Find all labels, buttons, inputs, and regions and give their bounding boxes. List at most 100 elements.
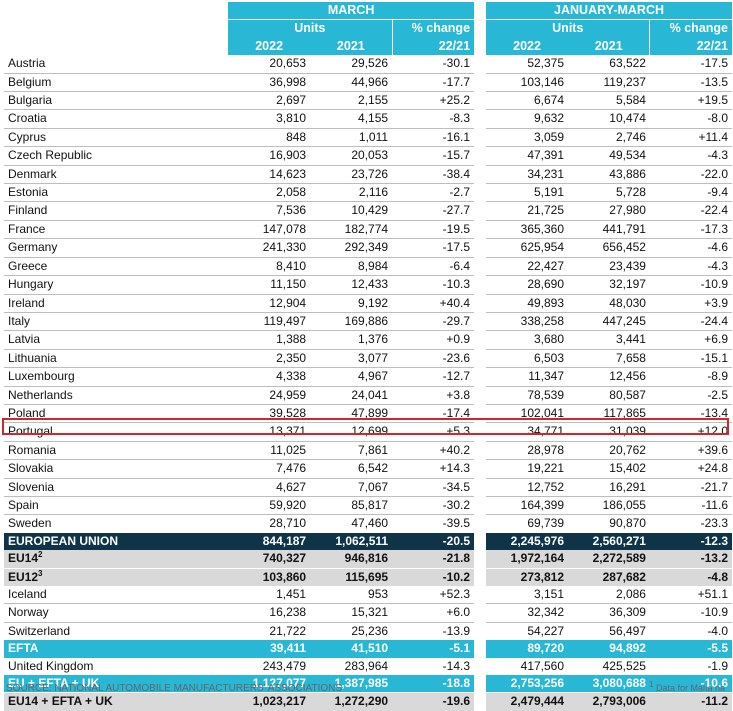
row-label: EU123 <box>4 567 229 586</box>
cell-q21: 2,086 <box>615 587 646 601</box>
cell-m21: 9,192 <box>310 293 393 313</box>
table-row: Slovakia 7,476 6,542 +14.3 19,221 15,402 +24.8 <box>4 459 732 479</box>
cell-mpc: -20.5 <box>392 532 475 551</box>
header-units-jan-march: Units <box>486 19 650 38</box>
table-row: Iceland 1,451 953 +52.3 3,151 2,086 +51.1 <box>4 586 732 604</box>
table-row: Portugal 13,371 12,699 +5.3 34,771 31,039 +12.… <box>4 422 732 442</box>
cell-m21: 2,155 <box>310 91 393 110</box>
row-label: EU14 + EFTA + UK <box>4 692 229 711</box>
cell-m21: 47,899 <box>310 403 393 423</box>
row-label: Italy <box>4 311 229 331</box>
row-label: Ireland <box>4 293 229 313</box>
eu14-row: EU142 740,327 946,816 -21.8 1,972,164 2,272,5… <box>4 550 732 569</box>
cell-m22: 241,330 <box>228 238 311 258</box>
cell-mpc: -8.3 <box>392 109 475 129</box>
cell-q21: 2,793,006 <box>568 692 650 711</box>
header-jan-march: JANUARY-MARCH <box>486 2 732 21</box>
cell-mpc: -18.8 <box>392 675 475 693</box>
cell-m22: 11,025 <box>228 440 311 460</box>
cell-mpc: -5.1 <box>392 640 475 658</box>
cell-q22: 19,221 <box>486 459 569 479</box>
cell-m21: 6,542 <box>310 459 393 479</box>
footnote-mark: 1 <box>648 680 654 689</box>
cell-m22: 8,410 <box>228 256 311 276</box>
cell-mpc: +5.3 <box>392 422 475 442</box>
cell-m22: 3,810 <box>228 109 311 129</box>
table-row: Belgium 36,998 44,966 -17.7 103,146 119,237 -1… <box>4 72 732 92</box>
cell-q21: 5,584 <box>568 91 650 110</box>
table-row: Finland 7,536 10,429 -27.7 21,725 27,980 -22.4 <box>4 201 732 221</box>
cell-q21: 117,865 <box>568 403 650 423</box>
row-label-text: Cyprus <box>8 129 47 144</box>
cell-mpc: -23.6 <box>392 348 475 368</box>
row-label-text: EFTA <box>8 641 39 656</box>
row-label: Austria <box>4 55 228 73</box>
row-label: Romania <box>4 440 229 460</box>
header-year-2022-jan-march: 2022 <box>486 37 569 56</box>
cell-qpc: +51.1 <box>697 587 728 601</box>
cell-q21: 31,039 <box>568 422 650 442</box>
cell-qpc: -4.8 <box>649 567 732 586</box>
table-row: Denmark 14,623 23,726 -38.4 34,231 43,886 -22.… <box>4 164 732 184</box>
cell-m22: 1,127,077 <box>228 675 311 693</box>
cell-m21: 1,376 <box>310 330 393 350</box>
header-row-periods: MARCH JANUARY-MARCH <box>4 2 732 21</box>
cell-q21: 48,030 <box>568 293 650 313</box>
cell-m22: 4,338 <box>228 367 311 387</box>
cell-m22: 2,058 <box>228 183 311 202</box>
cell-m22: 243,479 <box>262 658 307 673</box>
table-row: Slovenia 4,627 7,067 -34.5 12,752 16,291 -21.7 <box>4 477 732 497</box>
cell-q21: 2,560,271 <box>568 532 650 551</box>
cell-q21: 36,309 <box>568 603 650 623</box>
cell-m21: 292,349 <box>310 238 393 258</box>
row-label: Poland <box>4 403 229 423</box>
row-label-text: Norway <box>8 605 49 620</box>
cell-mpc: -30.2 <box>392 495 475 515</box>
row-label: Bulgaria <box>4 91 229 110</box>
row-label: Netherlands <box>4 385 229 405</box>
table-row: Hungary 11,150 12,433 -10.3 28,690 32,197 -10.… <box>4 275 732 294</box>
cell-qpc: -17.3 <box>649 219 732 239</box>
registrations-table: MARCH JANUARY-MARCH Units % change Units… <box>4 2 732 711</box>
cell-m22: 848 <box>228 127 311 147</box>
row-label: Denmark <box>4 164 229 184</box>
cell-q21: 32,197 <box>568 275 650 294</box>
table-row: Ireland 12,904 9,192 +40.4 49,893 48,030 +3.9 <box>4 293 732 313</box>
row-label-sup: 3 <box>38 568 43 578</box>
table-row: Estonia 2,058 2,116 -2.7 5,191 5,728 -9.4 <box>4 183 732 202</box>
row-label: EU + EFTA + UK <box>4 675 229 693</box>
row-label-sup: 2 <box>38 550 43 560</box>
row-label: Czech Republic <box>4 146 229 166</box>
cell-q22: 21,725 <box>486 201 569 221</box>
row-label-text: Latvia <box>8 332 41 347</box>
cell-qpc: +39.6 <box>649 440 732 460</box>
cell-q22: 34,771 <box>486 422 569 442</box>
cell-qpc: -4.6 <box>649 238 732 258</box>
cell-m22: 36,998 <box>228 72 311 92</box>
cell-m21: 115,695 <box>310 567 393 586</box>
row-label: United Kingdom <box>4 658 228 675</box>
cell-mpc: +25.2 <box>392 91 475 110</box>
cell-m21: 4,967 <box>310 367 393 387</box>
cell-m21: 44,966 <box>310 72 393 92</box>
cell-q22: 102,041 <box>486 403 569 423</box>
row-label-text: Estonia <box>8 185 49 200</box>
european-union-row: EUROPEAN UNION 844,187 1,062,511 -20.5 2,245… <box>4 532 732 551</box>
cell-q21: 63,522 <box>609 56 646 71</box>
cell-m22: 103,860 <box>228 567 311 586</box>
cell-m21: 2,116 <box>310 183 393 202</box>
cell-q21: 2,272,589 <box>568 550 650 569</box>
cell-qpc: -8.0 <box>649 109 732 129</box>
cell-m21: 25,236 <box>310 621 393 641</box>
cell-m22: 28,710 <box>228 514 311 533</box>
cell-q21: 80,587 <box>568 385 650 405</box>
footnote: 1 Data for Malta na <box>648 680 725 694</box>
cell-qpc: -10.6 <box>649 675 732 693</box>
cell-m21: 12,699 <box>310 422 393 442</box>
cell-mpc: +40.2 <box>392 440 475 460</box>
cell-q22: 1,972,164 <box>486 550 569 569</box>
cell-m21: 7,067 <box>310 477 393 497</box>
cell-mpc: -17.4 <box>392 403 475 423</box>
cell-mpc: -19.6 <box>392 692 475 711</box>
cell-q22: 11,347 <box>486 367 569 387</box>
